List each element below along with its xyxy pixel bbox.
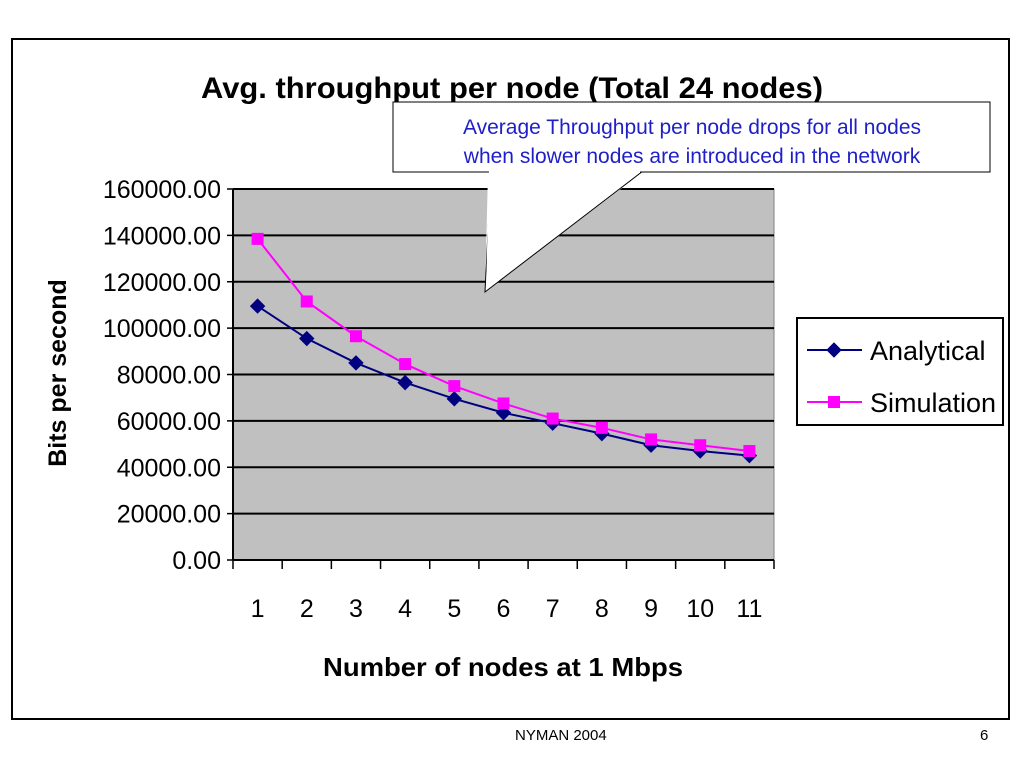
legend-label-simulation: Simulation <box>870 388 996 418</box>
x-tick-label: 3 <box>349 595 363 623</box>
simulation-point <box>497 397 510 410</box>
simulation-point <box>300 295 313 308</box>
x-tick-label: 1 <box>251 595 265 623</box>
y-tick-label: 0.00 <box>172 547 221 575</box>
x-tick-label: 11 <box>736 595 762 623</box>
analytical-point <box>397 374 413 391</box>
analytical-point <box>348 355 364 371</box>
y-tick-label: 80000.00 <box>117 362 221 390</box>
y-tick-label: 140000.00 <box>103 222 221 250</box>
legend-marker-analytical <box>826 342 842 358</box>
footer-author: NYMAN 2004 <box>515 727 607 744</box>
y-tick-label: 120000.00 <box>103 269 221 297</box>
analytical-point <box>446 391 463 407</box>
x-tick-label: 2 <box>300 595 314 623</box>
x-axis-label: Number of nodes at 1 Mbps <box>323 652 683 682</box>
y-tick-label: 100000.00 <box>103 315 221 343</box>
x-tick-label: 9 <box>644 595 658 623</box>
simulation-point <box>546 412 559 425</box>
simulation-point <box>743 445 756 458</box>
y-tick-label: 60000.00 <box>117 408 221 436</box>
simulation-point <box>349 330 362 343</box>
x-tick-label: 10 <box>686 595 714 623</box>
x-tick-label: 4 <box>398 595 412 623</box>
legend-label-analytical: Analytical <box>870 336 986 366</box>
callout-text-line-1: Average Throughput per node drops for al… <box>463 116 921 139</box>
simulation-point <box>448 380 461 393</box>
chart-frame <box>11 38 1010 720</box>
slide-number: 6 <box>980 727 989 744</box>
callout-pointer-cover <box>486 171 641 290</box>
legend-marker-simulation <box>828 396 840 408</box>
simulation-point <box>251 232 264 245</box>
callout-text-line-2: when slower nodes are introduced in the … <box>463 145 921 168</box>
x-tick-label: 6 <box>497 595 511 623</box>
y-tick-label: 160000.00 <box>103 176 221 204</box>
y-axis-label: Bits per second <box>44 279 72 467</box>
y-tick-label: 20000.00 <box>117 501 221 529</box>
callout-box <box>392 101 991 173</box>
x-tick-label: 5 <box>447 595 461 623</box>
analytical-point <box>249 298 266 314</box>
simulation-point <box>595 421 608 434</box>
x-tick-label: 7 <box>546 595 560 623</box>
y-tick-label: 40000.00 <box>117 454 221 482</box>
simulation-point <box>645 433 658 446</box>
simulation-point <box>399 358 412 371</box>
simulation-point <box>694 439 707 452</box>
chart-title: Avg. throughput per node (Total 24 nodes… <box>201 72 823 105</box>
x-tick-label: 8 <box>595 595 609 623</box>
analytical-point <box>299 330 315 347</box>
